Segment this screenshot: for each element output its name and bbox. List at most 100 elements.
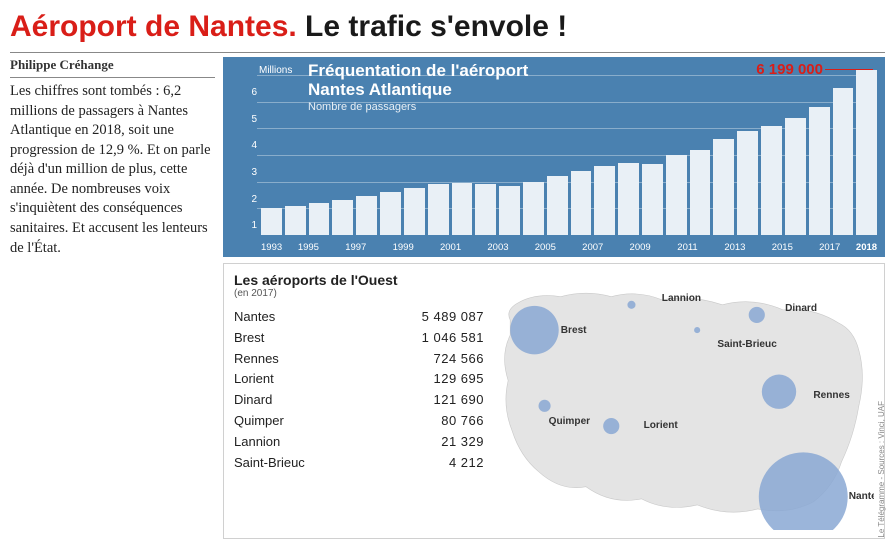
x-label: 1997: [332, 242, 379, 253]
table-title: Les aéroports de l'Ouest: [234, 272, 484, 288]
map-bubble: [539, 400, 551, 412]
author-byline: Philippe Créhange: [10, 57, 215, 78]
city-value: 129 695: [434, 369, 485, 390]
bar: [594, 166, 615, 235]
city-name: Rennes: [234, 349, 434, 370]
x-label: 2007: [569, 242, 616, 253]
table-row: Saint-Brieuc4 212: [234, 453, 484, 474]
bar: [571, 171, 592, 235]
bar: [499, 186, 520, 235]
x-label: 2005: [522, 242, 569, 253]
city-value: 21 329: [441, 432, 484, 453]
main-layout: Philippe Créhange Les chiffres sont tomb…: [10, 57, 885, 539]
map-label: Lannion: [662, 293, 701, 304]
x-label: 2013: [711, 242, 758, 253]
bar: [356, 196, 377, 235]
map-label: Rennes: [813, 390, 850, 401]
map-bubble: [762, 375, 796, 409]
map-bubble: [749, 307, 765, 323]
bar: [523, 182, 544, 235]
left-column: Philippe Créhange Les chiffres sont tomb…: [10, 57, 215, 539]
table-row: Lannion21 329: [234, 432, 484, 453]
city-name: Brest: [234, 328, 422, 349]
bar: [285, 206, 306, 235]
city-name: Lorient: [234, 369, 434, 390]
city-name: Lannion: [234, 432, 441, 453]
x-label: 2001: [427, 242, 474, 253]
airports-table: Les aéroports de l'Ouest (en 2017) Nante…: [234, 272, 484, 530]
x-label: 1995: [285, 242, 332, 253]
city-value: 121 690: [434, 390, 485, 411]
map-label: Brest: [561, 325, 587, 336]
bar: [785, 118, 806, 235]
bar: [713, 139, 734, 235]
lede-text: Les chiffres sont tombés : 6,2 millions …: [10, 82, 215, 258]
city-name: Dinard: [234, 390, 434, 411]
table-row: Brest1 046 581: [234, 328, 484, 349]
bar: [428, 184, 449, 235]
bar: [737, 131, 758, 235]
map-label: Saint-Brieuc: [717, 339, 777, 350]
headline: Aéroport de Nantes. Le trafic s'envole !: [10, 10, 885, 44]
table-row: Quimper80 766: [234, 411, 484, 432]
y-tick: 5: [235, 114, 257, 125]
x-label: 2011: [664, 242, 711, 253]
x-label: 2018: [853, 242, 877, 253]
map-label: Quimper: [549, 416, 591, 427]
city-value: 724 566: [434, 349, 485, 370]
map-bubble: [627, 301, 635, 309]
headline-black: Le trafic s'envole !: [297, 10, 568, 43]
x-label: 2009: [616, 242, 663, 253]
map-svg: Nantes Brest Rennes Lorient Dinard Quimper Lan…: [490, 272, 874, 530]
bar: [833, 88, 854, 235]
bar: [761, 126, 782, 235]
bar: [332, 200, 353, 235]
table-row: Lorient129 695: [234, 369, 484, 390]
lower-panel: Les aéroports de l'Ouest (en 2017) Nante…: [223, 263, 885, 539]
table-row: Dinard121 690: [234, 390, 484, 411]
table-row: Rennes724 566: [234, 349, 484, 370]
map-label: Dinard: [785, 303, 817, 314]
bar: [261, 208, 282, 235]
x-label: 2015: [759, 242, 806, 253]
bar: [380, 192, 401, 235]
bar: [452, 183, 473, 235]
x-label: 2003: [474, 242, 521, 253]
map: Nantes Brest Rennes Lorient Dinard Quimper Lan…: [490, 272, 874, 530]
bar: [666, 155, 687, 235]
bar: [475, 184, 496, 235]
city-name: Nantes: [234, 307, 422, 328]
city-name: Saint-Brieuc: [234, 453, 449, 474]
map-bubble: [694, 327, 700, 333]
chart-bars: [261, 75, 877, 235]
city-value: 80 766: [441, 411, 484, 432]
bar: [642, 164, 663, 235]
map-bubble: [603, 418, 619, 434]
y-tick: 6: [235, 87, 257, 98]
bar: [309, 203, 330, 235]
table-row: Nantes5 489 087: [234, 307, 484, 328]
bar: [618, 163, 639, 235]
chart-y-axis: 1 2 3 4 5 6: [231, 75, 257, 235]
city-name: Quimper: [234, 411, 441, 432]
y-tick: 1: [235, 220, 257, 231]
source-credit: Le Télégramme - Sources : Vinci, UAF: [877, 264, 886, 538]
y-tick: 3: [235, 167, 257, 178]
top-rule: [10, 52, 885, 53]
bar: [547, 176, 568, 235]
city-value: 5 489 087: [422, 307, 484, 328]
map-bubble: [510, 306, 559, 355]
map-label: Lorient: [644, 420, 679, 431]
headline-red: Aéroport de Nantes.: [10, 10, 297, 43]
x-label: 1999: [379, 242, 426, 253]
map-label: Nantes: [849, 491, 874, 502]
x-label: 2017: [806, 242, 853, 253]
city-value: 4 212: [449, 453, 484, 474]
x-label: 1993: [261, 242, 285, 253]
right-column: Millions Fréquentation de l'aéroport Nan…: [223, 57, 885, 539]
y-tick: 2: [235, 194, 257, 205]
bar: [856, 70, 877, 235]
bar: [809, 107, 830, 235]
bar-chart: Millions Fréquentation de l'aéroport Nan…: [223, 57, 885, 257]
y-tick: 4: [235, 140, 257, 151]
